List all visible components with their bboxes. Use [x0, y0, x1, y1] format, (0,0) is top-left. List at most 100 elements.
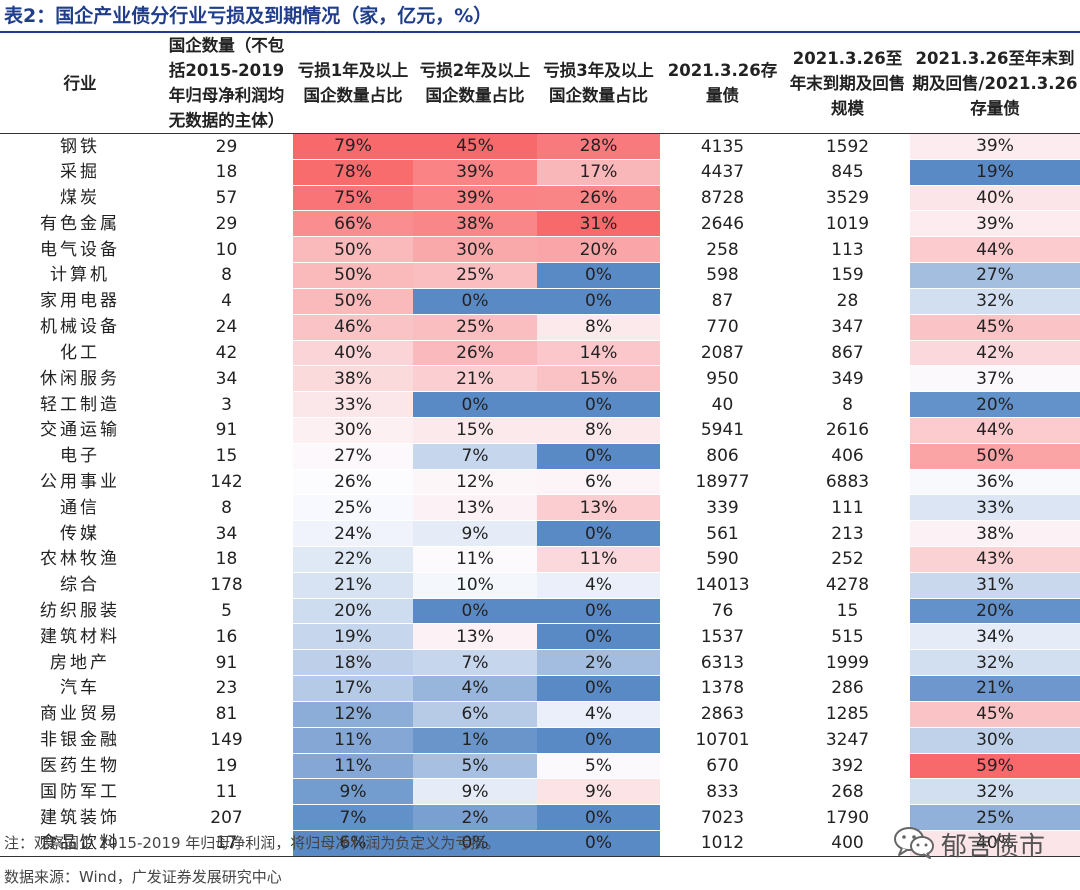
cell-loss1: 50% — [293, 288, 413, 315]
cell-due: 2616 — [825, 420, 870, 441]
cell-stock: 670 — [706, 755, 739, 776]
cell-due: 515 — [831, 626, 864, 647]
cell-count: 15 — [215, 446, 238, 467]
cell-stock: 1012 — [660, 830, 785, 857]
cell-loss1: 19% — [293, 623, 413, 651]
table-row: 综合 178 21% 10% 4% 14013 4278 31% — [0, 572, 1080, 599]
cell-loss1: 20% — [293, 598, 413, 625]
cell-ratio: 30% — [910, 727, 1080, 754]
cell-stock: 10701 — [695, 730, 750, 751]
cell-count: 207 — [210, 807, 243, 828]
cell-count: 149 — [210, 730, 243, 751]
table-row: 汽车 23 17% 4% 0% 1378 286 21% — [0, 675, 1080, 702]
cell-loss2: 10% — [413, 572, 537, 599]
cell-due: 4278 — [825, 575, 870, 596]
cell-count: 4 — [221, 291, 232, 312]
cell-due: 400 — [785, 830, 910, 857]
cell-stock: 2087 — [700, 342, 745, 363]
cell-due: 252 — [831, 549, 864, 570]
cell-loss2: 39% — [413, 185, 537, 212]
cell-count: 18 — [215, 549, 238, 570]
cell-ratio: 34% — [910, 623, 1080, 651]
cell-ratio: 32% — [910, 778, 1080, 806]
header-ratio: 2021.3.26至年末到期及回售/2021.3.26存量债 — [910, 33, 1080, 134]
cell-count: 8 — [221, 265, 232, 286]
cell-count: 91 — [215, 652, 238, 673]
cell-loss1: 11% — [293, 727, 413, 754]
cell-count: 5 — [221, 601, 232, 622]
cell-loss2: 0% — [413, 830, 537, 857]
cell-loss2: 25% — [413, 262, 537, 289]
cell-loss2: 4% — [413, 675, 537, 702]
cell-loss3: 26% — [537, 185, 660, 212]
cell-loss3: 20% — [537, 236, 660, 264]
cell-stock: 8728 — [700, 188, 745, 209]
table-title: 表2：国企产业债分行业亏损及到期情况（家，亿元，%） — [4, 5, 493, 27]
cell-industry: 建筑装饰 — [40, 807, 120, 828]
cell-loss2: 12% — [413, 469, 537, 496]
cell-industry: 通信 — [60, 497, 100, 518]
cell-due: 159 — [831, 265, 864, 286]
cell-industry: 国防军工 — [40, 781, 120, 802]
cell-loss1: 25% — [293, 494, 413, 522]
cell-due: 1285 — [825, 704, 870, 725]
cell-industry: 有色金属 — [40, 213, 120, 234]
cell-loss3: 8% — [537, 417, 660, 444]
cell-loss1: 21% — [293, 572, 413, 599]
cell-loss3: 0% — [537, 830, 660, 857]
header-due: 2021.3.26至年末到期及回售规模 — [785, 33, 910, 134]
table-row: 钢铁 29 79% 45% 28% 4135 1592 39% — [0, 133, 1080, 160]
table-row: 轻工制造 3 33% 0% 0% 40 8 20% — [0, 391, 1080, 418]
cell-due: 845 — [831, 162, 864, 183]
cell-count: 142 — [210, 471, 243, 492]
cell-stock: 76 — [711, 601, 734, 622]
cell-loss3: 31% — [537, 210, 660, 238]
cell-ratio: 32% — [910, 288, 1080, 315]
cell-loss1: 46% — [293, 314, 413, 341]
cell-loss2: 11% — [413, 546, 537, 573]
cell-due: 349 — [831, 368, 864, 389]
cell-count: 34 — [215, 368, 238, 389]
cell-loss3: 8% — [537, 314, 660, 341]
cell-loss3: 0% — [537, 804, 660, 831]
cell-loss1: 22% — [293, 546, 413, 573]
cell-ratio: 31% — [910, 572, 1080, 599]
cell-count: 8 — [221, 497, 232, 518]
cell-ratio: 43% — [910, 546, 1080, 573]
table-row: 通信 8 25% 13% 13% 339 111 33% — [0, 494, 1080, 522]
cell-industry: 公用事业 — [40, 471, 120, 492]
cell-industry: 采掘 — [60, 162, 100, 183]
cell-due: 113 — [831, 239, 864, 260]
cell-stock: 4135 — [700, 136, 745, 157]
cell-ratio: 50% — [910, 443, 1080, 470]
cell-ratio: 20% — [910, 391, 1080, 418]
watermark-text: 郁言债市 — [941, 831, 1046, 862]
cell-stock: 339 — [706, 497, 739, 518]
header-loss3: 亏损3年及以上国企数量占比 — [537, 33, 660, 134]
header-row: 行业 国企数量（不包括2015-2019年归母净利润均无数据的主体） 亏损1年及… — [0, 33, 1080, 134]
cell-industry: 农林牧渔 — [40, 549, 120, 570]
cell-ratio: 59% — [910, 753, 1080, 780]
cell-stock: 4437 — [700, 162, 745, 183]
cell-count: 57 — [215, 188, 238, 209]
cell-loss2: 2% — [413, 804, 537, 831]
cell-loss3: 17% — [537, 159, 660, 186]
cell-loss2: 25% — [413, 314, 537, 341]
cell-ratio: 32% — [910, 649, 1080, 677]
cell-ratio: 39% — [910, 133, 1080, 160]
cell-loss1: 6% — [293, 830, 413, 857]
cell-stock: 5941 — [700, 420, 745, 441]
cell-loss3: 13% — [537, 494, 660, 522]
cell-loss1: 79% — [293, 133, 413, 160]
cell-count: 42 — [215, 342, 238, 363]
cell-due: 392 — [831, 755, 864, 776]
cell-industry: 商业贸易 — [40, 704, 120, 725]
cell-loss2: 7% — [413, 649, 537, 677]
cell-stock: 7023 — [700, 807, 745, 828]
cell-loss3: 0% — [537, 675, 660, 702]
cell-due: 1592 — [825, 136, 870, 157]
cell-ratio: 27% — [910, 262, 1080, 289]
table-row: 农林牧渔 18 22% 11% 11% 590 252 43% — [0, 546, 1080, 573]
cell-stock: 833 — [706, 781, 739, 802]
cell-industry: 化工 — [60, 342, 100, 363]
